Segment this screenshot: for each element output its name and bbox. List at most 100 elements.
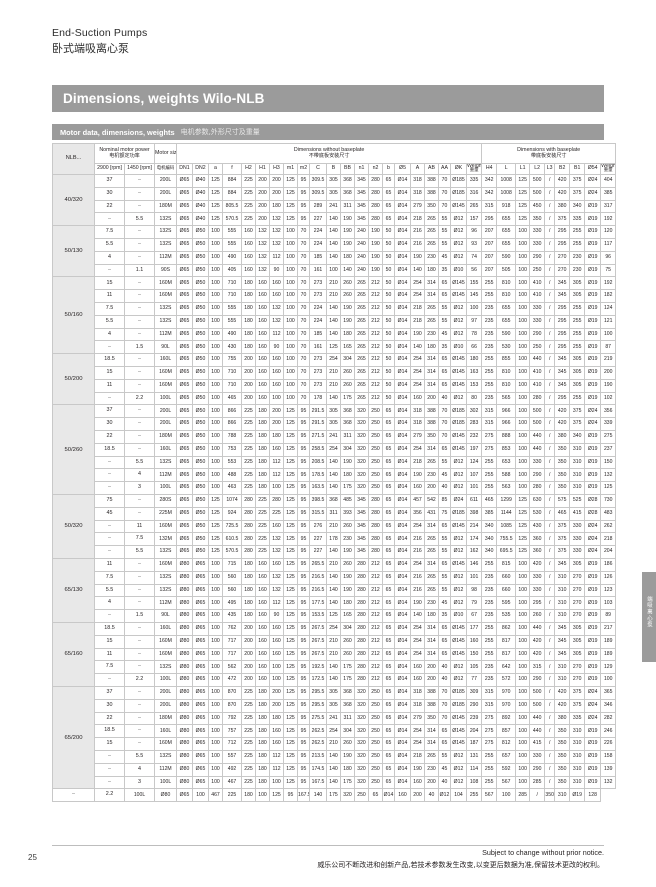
cell-h4: 275: [481, 711, 498, 726]
cell-AA: 55: [438, 238, 451, 252]
header-col-f: f: [222, 162, 242, 176]
cell-power-2900: 37: [94, 174, 125, 188]
cell-h2: 225: [241, 212, 256, 227]
cell-o5: Ø14: [394, 685, 411, 700]
cell-AB: 388: [424, 186, 439, 201]
cell-L2: 440: [529, 353, 546, 368]
header-col-OK: ØK: [450, 162, 467, 176]
cell-dn1: Ø65: [176, 250, 193, 265]
cell-h3: 132: [269, 545, 284, 559]
cell-L: 1144: [496, 506, 517, 521]
cell-L3: /: [544, 199, 556, 214]
cell-h2: 225: [241, 762, 256, 777]
cell-L1: 125: [515, 186, 531, 201]
cell-b-small: 50: [382, 366, 395, 380]
cell-L2: 290: [529, 250, 546, 265]
cell-dn2: Ø50: [192, 468, 209, 483]
cell-b: 100: [326, 263, 341, 278]
cell-power-2900: 22: [94, 199, 125, 214]
cell-L2: 500: [529, 174, 546, 188]
cell-bb: 230: [340, 532, 355, 547]
cell-c: 267.5: [309, 621, 327, 636]
cell-bb: 368: [340, 698, 355, 713]
cell-L: 755.5: [496, 532, 517, 547]
cell-m1: 125: [283, 596, 298, 611]
cell-m2: 95: [297, 468, 310, 483]
cell-h3: 132: [269, 583, 284, 598]
cell-n2: 212: [368, 391, 383, 406]
cell-h4: 255: [481, 775, 498, 790]
cell-weight-no-baseplate: 101: [465, 570, 483, 585]
document-title-en: End-Suction Pumps: [52, 27, 148, 39]
cell-weight-with-baseplate: 96: [600, 250, 617, 265]
cell-c: 216.5: [309, 570, 327, 585]
cell-m1: 100: [283, 238, 298, 252]
cell-o5: Ø14: [394, 583, 411, 598]
cell-dn2: Ø50: [192, 289, 209, 304]
cell-L3: /: [544, 340, 556, 355]
table-row: 11–160M Ø65 Ø50 100 710 200 160 160 100 70 273 210 2…: [53, 378, 617, 393]
table-row: –2.2 100L Ø80 Ø65 100 467 225 180 100 125 95 167.5 1…: [52, 788, 616, 803]
cell-B1: 340: [569, 430, 586, 444]
cell-h4: 235: [481, 660, 498, 675]
cell-b: 140: [326, 238, 341, 252]
cell-AA: 40: [424, 788, 439, 803]
cell-L2: 280: [529, 391, 546, 406]
cell-L: 857: [496, 724, 517, 739]
cell-b-small: 65: [382, 660, 395, 675]
cell-L1: 100: [515, 634, 531, 649]
cell-B2: 295: [554, 225, 571, 240]
cell-dn2: Ø65: [192, 685, 209, 700]
cell-h2: 180: [241, 609, 256, 623]
cell-AA: 65: [438, 557, 451, 572]
cell-L3: /: [544, 442, 556, 457]
cell-O54: Ø24: [584, 711, 602, 726]
cell-o5: Ø14: [394, 302, 411, 316]
table-row: 22–180M Ø65 Ø40 125 805.5 225 200 180 125 95 289 24…: [53, 199, 617, 214]
cell-m2: 95: [297, 634, 310, 649]
cell-AB: 265: [424, 749, 439, 764]
cell-power-1450: –: [124, 404, 155, 419]
cell-OK: Ø24: [450, 494, 467, 508]
cell-A: 254: [410, 737, 425, 751]
cell-A: 356: [410, 506, 425, 521]
cell-m2: 95: [297, 481, 310, 495]
cell-h1: 225: [255, 506, 270, 521]
cell-A: 318: [410, 417, 425, 432]
cell-motor-size: 132S: [154, 455, 177, 470]
cell-L1: 125: [515, 212, 531, 227]
cell-O54: Ø24: [584, 545, 602, 559]
cell-B1: 310: [569, 442, 586, 457]
cell-B2: 420: [554, 417, 571, 432]
table-row: –1.5 90L Ø65 Ø50 100 430 180 160 90 100 70 161 125 16…: [53, 340, 617, 355]
cell-weight-no-baseplate: 232: [465, 430, 483, 444]
cell-b: 140: [326, 570, 341, 585]
cell-b-small: 65: [382, 762, 395, 777]
cell-power-1450: –: [124, 186, 155, 201]
cell-AB: 350: [424, 430, 439, 444]
cell-n1: 280: [354, 570, 369, 585]
cell-L1: 100: [515, 685, 531, 700]
cell-n1: 265: [354, 289, 369, 304]
table-row: –5.5 132S Ø80 Ø65 100 557 225 180 112 125 95 213.5 1…: [53, 749, 617, 764]
table-row: 5.5–132S Ø65 Ø50 100 555 160 132 132 100 70 224 140…: [53, 238, 617, 252]
cell-h3: 100: [269, 775, 284, 790]
cell-weight-no-baseplate: 239: [465, 711, 483, 726]
cell-O54: Ø19: [584, 353, 602, 368]
cell-b-small: 50: [382, 225, 395, 240]
cell-L: 655: [496, 212, 517, 227]
cell-motor-size: 200L: [154, 685, 177, 700]
header-col-L: L: [496, 162, 517, 176]
cell-weight-with-baseplate: 190: [600, 378, 617, 393]
cell-f: 717: [222, 647, 242, 662]
cell-B1: 310: [569, 468, 586, 483]
cell-L2: 420: [529, 647, 546, 662]
cell-dn1: Ø80: [176, 609, 193, 623]
cell-power-1450: 5.5: [124, 455, 155, 470]
cell-O54: Ø24: [584, 174, 602, 188]
cell-L1: 125: [515, 519, 531, 534]
cell-dn1: Ø80: [176, 660, 193, 675]
cell-power-1450: –: [124, 430, 155, 444]
cell-n1: 320: [354, 442, 369, 457]
cell-L1: 100: [515, 430, 531, 444]
